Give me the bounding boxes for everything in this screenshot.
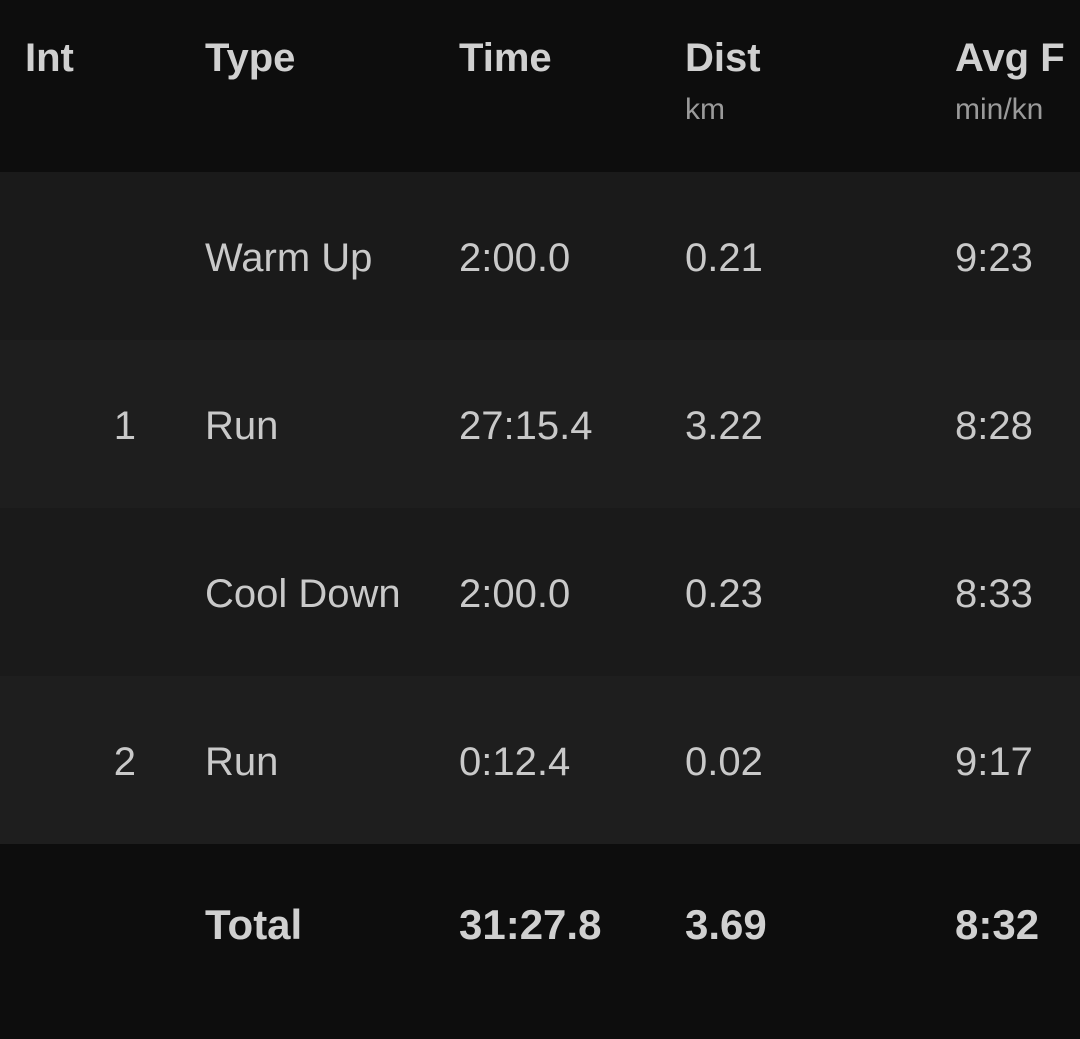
row-avg-pace: 8:33 — [955, 572, 1033, 616]
table-row[interactable]: Cool Down 2:00.0 0.23 8:33 — [0, 508, 1080, 676]
row-int: 2 — [113, 740, 136, 784]
row-time: 2:00.0 — [459, 236, 571, 280]
row-int: 1 — [113, 404, 136, 448]
table-body: Warm Up 2:00.0 0.21 9:23 1 Run 27:15.4 3… — [0, 172, 1080, 844]
total-avg-pace: 8:32 — [955, 901, 1040, 948]
row-avg-pace: 8:28 — [955, 404, 1033, 448]
row-time: 0:12.4 — [459, 740, 571, 784]
total-row: Total 31:27.8 3.69 8:32 — [0, 844, 1080, 1039]
row-dist: 0.23 — [685, 572, 763, 616]
row-time: 2:00.0 — [459, 572, 571, 616]
header-dist-unit: km — [685, 93, 725, 126]
header-avg-pace[interactable]: Avg F — [955, 36, 1065, 80]
total-dist: 3.69 — [685, 901, 767, 948]
header-avg-pace-unit: min/kn — [955, 93, 1044, 126]
table-row[interactable]: Warm Up 2:00.0 0.21 9:23 — [0, 172, 1080, 340]
header-dist[interactable]: Dist — [685, 36, 761, 80]
row-type: Cool Down — [205, 572, 401, 616]
total-time: 31:27.8 — [459, 901, 602, 948]
row-time: 27:15.4 — [459, 404, 593, 448]
row-type: Run — [205, 740, 279, 784]
row-avg-pace: 9:17 — [955, 740, 1033, 784]
header-int[interactable]: Int — [25, 36, 74, 80]
row-avg-pace: 9:23 — [955, 236, 1033, 280]
row-type: Run — [205, 404, 279, 448]
row-dist: 0.21 — [685, 236, 763, 280]
table-row[interactable]: 2 Run 0:12.4 0.02 9:17 — [0, 676, 1080, 844]
row-type: Warm Up — [205, 236, 373, 280]
table-header: Int Type Time Dist km Avg F min/kn — [0, 0, 1080, 172]
table-row[interactable]: 1 Run 27:15.4 3.22 8:28 — [0, 340, 1080, 508]
header-time[interactable]: Time — [459, 36, 552, 80]
total-label: Total — [205, 901, 303, 948]
row-dist: 0.02 — [685, 740, 763, 784]
header-type[interactable]: Type — [205, 36, 296, 80]
row-dist: 3.22 — [685, 404, 763, 448]
